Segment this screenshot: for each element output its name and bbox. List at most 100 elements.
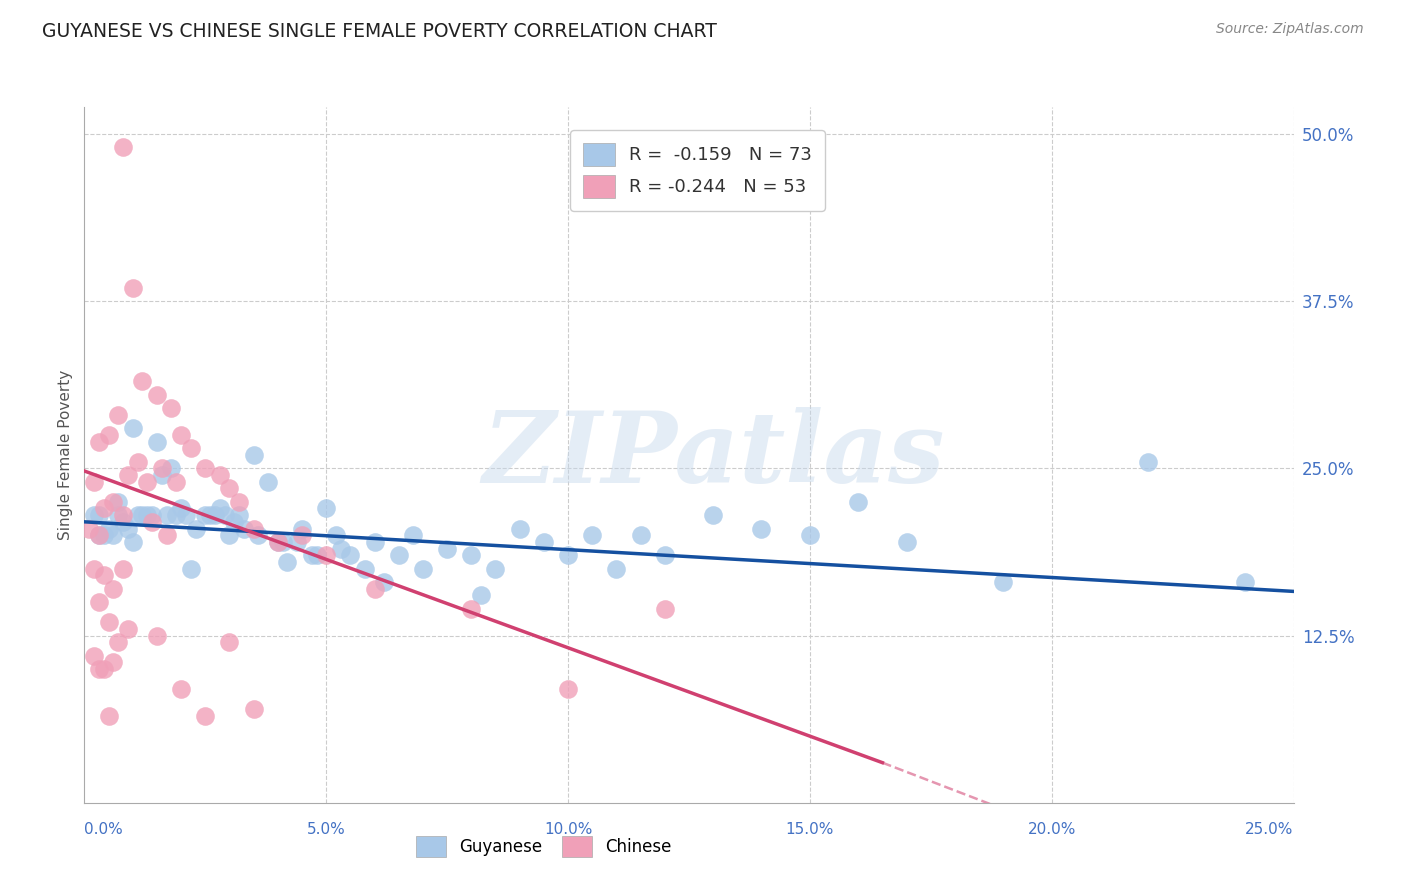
Point (97, 708, 120, 723)
Point (305, 548, 328, 563)
Point (388, 548, 411, 563)
Point (93, 568, 115, 582)
Point (87, 662, 110, 676)
Point (87, 528, 110, 542)
Point (654, 548, 676, 563)
Point (103, 582, 125, 596)
Point (412, 562, 434, 576)
Point (509, 521, 531, 535)
Point (184, 521, 207, 535)
Point (285, 535, 308, 549)
Point (557, 548, 579, 563)
Point (174, 508, 197, 523)
Point (1234, 575, 1257, 590)
Point (208, 468, 231, 483)
Point (103, 494, 125, 508)
Point (93, 662, 115, 676)
Point (180, 562, 202, 576)
Point (103, 655, 125, 669)
Point (218, 482, 240, 496)
Point (87, 508, 110, 523)
Point (83, 648, 105, 663)
Point (363, 535, 385, 549)
Point (247, 528, 270, 542)
Text: 5.0%: 5.0% (307, 822, 346, 838)
Point (896, 535, 918, 549)
Point (97, 615, 120, 630)
Point (107, 635, 129, 649)
Point (1137, 455, 1160, 469)
Text: 10.0%: 10.0% (544, 822, 592, 838)
Point (146, 388, 169, 402)
Point (208, 501, 231, 516)
Point (557, 681, 579, 696)
Point (87, 434, 110, 449)
Point (751, 521, 773, 535)
Point (180, 442, 202, 456)
Text: GUYANESE VS CHINESE SINGLE FEMALE POVERTY CORRELATION CHART: GUYANESE VS CHINESE SINGLE FEMALE POVERT… (42, 22, 717, 41)
Point (141, 515, 163, 529)
Point (121, 535, 143, 549)
Point (315, 501, 337, 516)
Point (127, 455, 149, 469)
Point (87, 528, 110, 542)
Point (271, 535, 294, 549)
Point (160, 461, 183, 475)
Point (97, 428, 120, 442)
Point (117, 521, 139, 535)
Point (460, 548, 482, 563)
Text: 15.0%: 15.0% (786, 822, 834, 838)
Point (630, 528, 652, 542)
Point (136, 508, 159, 523)
Point (194, 508, 217, 523)
Point (107, 408, 129, 422)
Point (484, 562, 506, 576)
Point (276, 555, 298, 569)
Point (257, 475, 280, 489)
Point (160, 401, 183, 416)
Point (214, 508, 236, 523)
Point (242, 521, 264, 535)
Point (155, 528, 177, 542)
Point (654, 602, 676, 616)
Point (141, 508, 163, 523)
Point (267, 535, 290, 549)
Point (291, 528, 314, 542)
Legend: Guyanese, Chinese: Guyanese, Chinese (409, 830, 679, 864)
Point (460, 602, 482, 616)
Point (121, 281, 143, 295)
Text: 20.0%: 20.0% (1028, 822, 1076, 838)
Point (267, 535, 290, 549)
Point (373, 575, 395, 590)
Text: 0.0%: 0.0% (84, 822, 124, 838)
Point (107, 508, 129, 523)
Point (204, 508, 226, 523)
Point (127, 508, 149, 523)
Point (242, 702, 264, 716)
Point (136, 475, 159, 489)
Point (194, 708, 217, 723)
Point (799, 528, 821, 542)
Point (329, 541, 352, 556)
Point (702, 508, 724, 523)
Point (470, 589, 492, 603)
Point (224, 515, 246, 529)
Point (121, 421, 143, 435)
Point (93, 528, 115, 542)
Text: Source: ZipAtlas.com: Source: ZipAtlas.com (1216, 22, 1364, 37)
Point (146, 628, 169, 642)
Point (131, 375, 153, 389)
Point (533, 535, 555, 549)
Text: 25.0%: 25.0% (1246, 822, 1294, 838)
Point (325, 528, 347, 542)
Point (436, 541, 458, 556)
Point (112, 140, 135, 154)
Point (155, 508, 177, 523)
Point (315, 548, 337, 563)
Point (112, 562, 135, 576)
Point (117, 468, 139, 483)
Point (150, 468, 173, 483)
Point (228, 508, 250, 523)
Point (150, 461, 173, 475)
Point (170, 501, 193, 516)
